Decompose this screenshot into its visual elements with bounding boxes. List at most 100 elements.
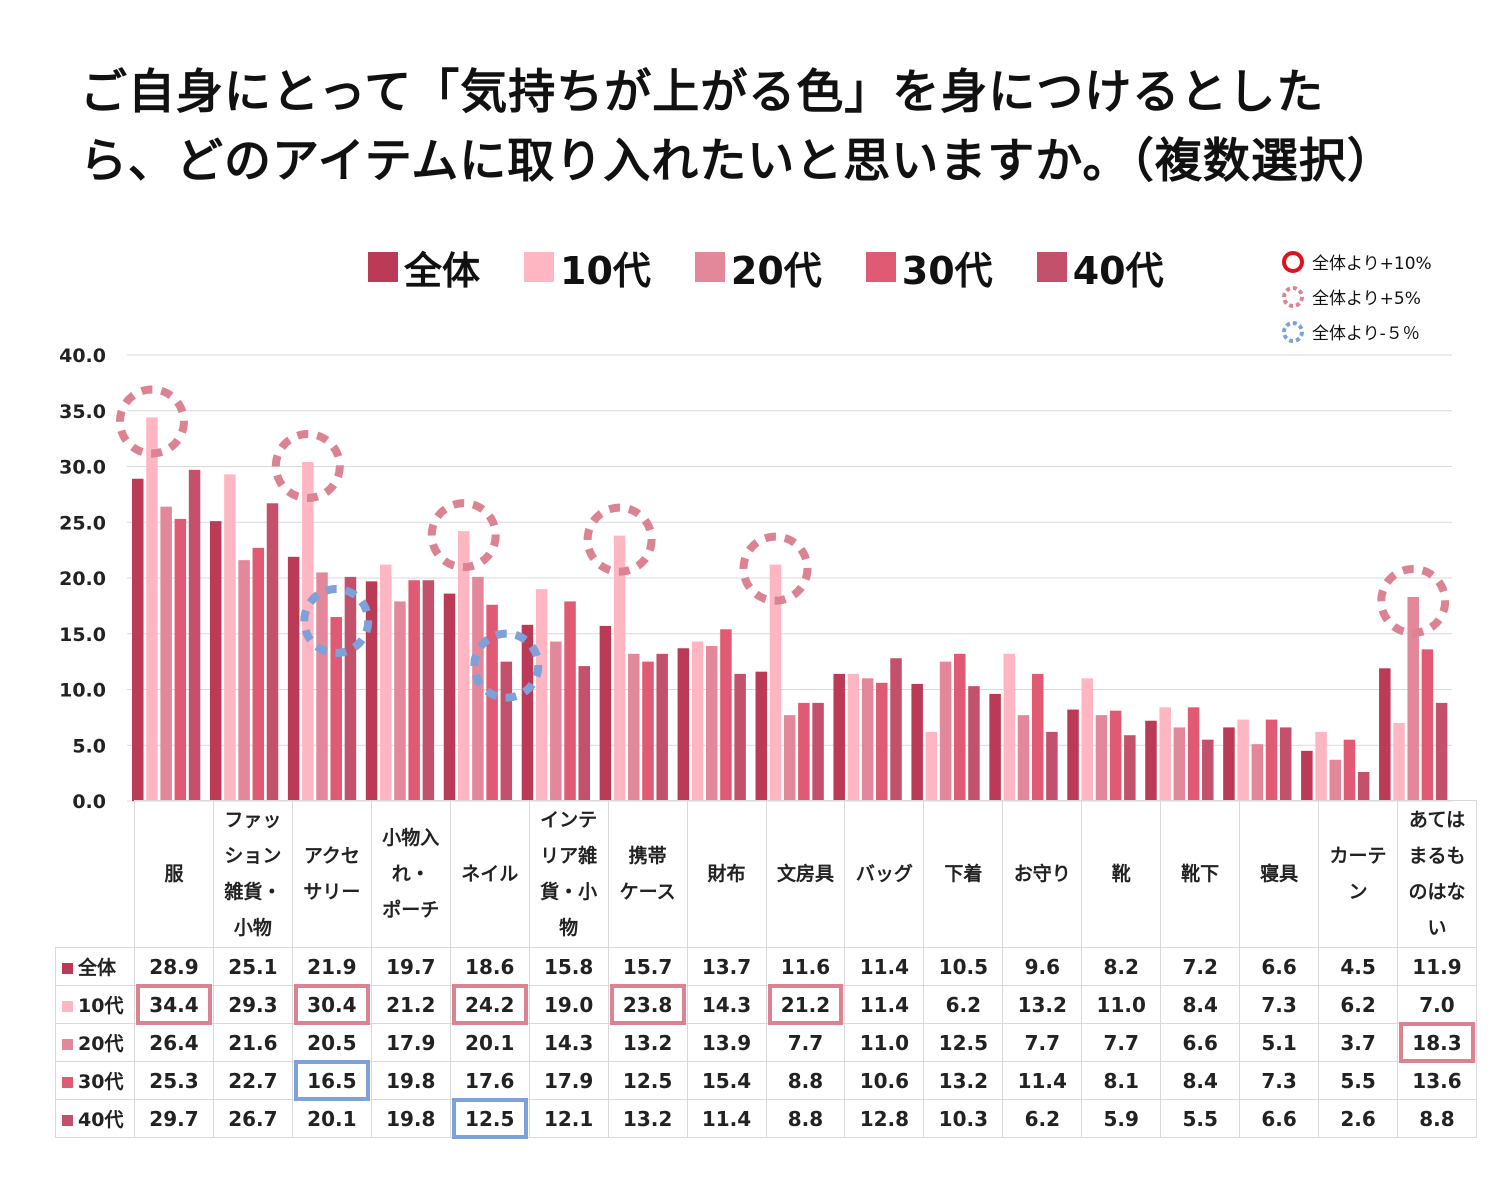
- cell-value: 6.2: [1024, 1106, 1060, 1131]
- series-swatch: [62, 1039, 73, 1050]
- highlight-marker: [470, 629, 543, 702]
- marker-legend-label: 全体より-５％: [1312, 324, 1420, 344]
- table-cell: 11.4: [844, 985, 925, 1024]
- bar: [734, 673, 746, 801]
- series-swatch: [62, 1115, 73, 1126]
- cell-value: 19.0: [543, 992, 594, 1017]
- table-cell: 7.2: [1160, 947, 1241, 986]
- bar: [968, 686, 980, 801]
- table-cell: 10.6: [844, 1061, 925, 1100]
- table-row: 全体 28.9 25.1 21.9 19.7 18.6 15.8 15.7 13.7 11.6 11…: [55, 947, 1477, 986]
- series-label: 全体: [55, 947, 135, 986]
- cell-value: 29.7: [149, 1106, 199, 1131]
- bar: [1081, 678, 1093, 801]
- y-axis-ticks: 0.05.010.015.020.025.030.035.040.0: [59, 345, 106, 813]
- category-label: 文房具: [765, 800, 846, 948]
- category-label-line: リア雑: [540, 845, 598, 867]
- table-cell: 9.6: [1002, 947, 1083, 986]
- table-cell: 8.1: [1081, 1061, 1162, 1100]
- cell-value: 5.5: [1182, 1106, 1218, 1131]
- table-cell: 13.9: [686, 1023, 767, 1062]
- bar: [443, 593, 456, 801]
- table-row: 10代 34.4 29.3 30.4 21.2 24.2 19.0 23.8 14.3 21.2 1…: [55, 984, 1477, 1025]
- cell-value: 5.5: [1340, 1068, 1376, 1093]
- cell-value: 24.2: [465, 992, 515, 1017]
- cell-value: 7.2: [1182, 954, 1218, 979]
- cell-value: 3.7: [1340, 1030, 1376, 1055]
- table-cell: 14.3: [686, 985, 767, 1024]
- table-cell: 21.2: [765, 984, 846, 1025]
- table-cell: 12.1: [528, 1099, 609, 1138]
- cell-value: 17.6: [465, 1068, 515, 1093]
- cell-value: 8.8: [787, 1106, 824, 1131]
- legend-swatch: [368, 252, 398, 282]
- bar: [408, 580, 420, 801]
- bar: [1379, 668, 1391, 801]
- bar: [422, 580, 435, 801]
- category-label-line: 雑貨・: [224, 881, 282, 903]
- table-cell: 13.2: [1002, 985, 1083, 1024]
- bar: [252, 547, 265, 801]
- table-cell: 21.6: [212, 1023, 293, 1062]
- cell-value: 7.7: [1103, 1030, 1139, 1055]
- cell-value: 6.2: [1340, 992, 1376, 1017]
- bar: [365, 581, 378, 801]
- highlight-marker: [739, 532, 812, 605]
- table-cell: 5.5: [1318, 1061, 1398, 1100]
- table-cell: 6.6: [1239, 947, 1320, 986]
- y-tick-label: 15.0: [59, 624, 106, 646]
- cell-value: 22.7: [228, 1068, 278, 1093]
- table-cell: 13.2: [607, 1023, 688, 1062]
- cell-value: 13.2: [938, 1068, 989, 1093]
- cell-value: 13.7: [701, 954, 752, 979]
- cell-value: 12.1: [543, 1106, 594, 1131]
- cell-value: 11.0: [859, 1030, 910, 1055]
- table-cell: 7.0: [1397, 985, 1477, 1024]
- cell-value: 10.6: [859, 1068, 910, 1093]
- bar: [1067, 709, 1079, 801]
- series-name: 10代: [78, 995, 124, 1017]
- marker-legend-item: 全体より+5%: [1280, 279, 1432, 314]
- category-label-line: ポーチ: [382, 899, 440, 921]
- cell-value: 19.8: [386, 1106, 436, 1131]
- bar: [720, 629, 732, 801]
- table-cell: 11.6: [765, 947, 846, 986]
- bar: [521, 624, 534, 801]
- bar: [160, 506, 172, 801]
- bar: [287, 556, 300, 801]
- highlight-marker: [271, 430, 344, 503]
- bar: [224, 474, 236, 801]
- cell-value: 15.4: [701, 1068, 752, 1093]
- highlight-marker: [583, 503, 656, 576]
- cell-value: 16.5: [307, 1068, 357, 1093]
- table-cell: 6.6: [1160, 1023, 1241, 1062]
- category-label-line: 寝具: [1260, 863, 1299, 885]
- chart-title: ご自身にとって「気持ちが上がる色」を身につけるとしたら、どのアイテムに取り入れた…: [80, 65, 1395, 189]
- category-label: ファッ ション 雑貨・ 小物: [212, 800, 293, 948]
- cell-value: 13.6: [1412, 1068, 1462, 1093]
- bar: [1031, 673, 1044, 801]
- category-label: バッグ: [844, 800, 925, 948]
- bar: [1279, 727, 1292, 801]
- bar: [132, 478, 144, 801]
- cell-value: 2.6: [1340, 1106, 1376, 1131]
- cell-value: 11.0: [1096, 992, 1146, 1017]
- legend-swatch: [865, 252, 896, 282]
- cell-value: 12.8: [859, 1106, 910, 1131]
- bar: [783, 715, 796, 801]
- cell-value: 14.3: [701, 992, 752, 1017]
- category-label-line: ケース: [619, 881, 676, 903]
- bar: [1265, 719, 1278, 801]
- bar: [642, 661, 654, 801]
- bars: [132, 417, 1448, 801]
- bar: [1421, 649, 1434, 801]
- category-label-line: ファッ: [224, 809, 282, 831]
- table-cell: 2.6: [1318, 1099, 1398, 1138]
- table-row: 30代 25.3 22.7 16.5 19.8 17.6 17.9 12.5 15.4 8.8 10…: [55, 1060, 1477, 1101]
- category-label: 財布: [686, 800, 767, 948]
- cell-value: 7.3: [1261, 1068, 1297, 1093]
- cell-value: 21.6: [228, 1030, 278, 1055]
- bar: [890, 658, 902, 801]
- table-cell: 23.8: [607, 984, 688, 1025]
- table-cell: 8.8: [765, 1099, 846, 1138]
